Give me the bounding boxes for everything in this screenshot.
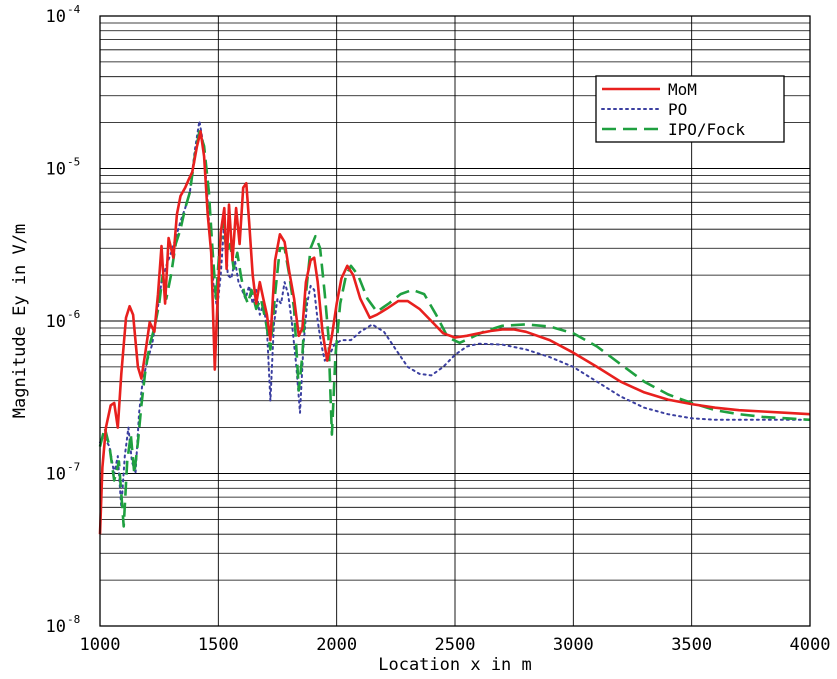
y-tick-exponent: -6 xyxy=(67,308,80,321)
y-tick-exponent: -5 xyxy=(67,156,80,169)
x-tick-label: 3000 xyxy=(553,635,594,655)
y-axis-label: Magnitude Ey in V/m xyxy=(10,224,30,418)
plot-frame xyxy=(99,15,811,627)
x-tick-label: 4000 xyxy=(790,635,831,655)
y-tick-label: 10 xyxy=(46,312,66,332)
legend: MoM PO IPO/Fock xyxy=(595,75,785,143)
x-tick-label: 1500 xyxy=(198,635,239,655)
x-tick-label: 2500 xyxy=(435,635,476,655)
y-tick-label: 10 xyxy=(46,465,66,485)
series-layer xyxy=(98,120,811,535)
legend-label-mom: MoM xyxy=(668,80,697,99)
y-tick-labels: 10-810-710-610-510-4 xyxy=(46,3,81,637)
y-tick-exponent: -4 xyxy=(67,3,81,16)
y-tick-label: 10 xyxy=(46,617,66,637)
x-tick-label: 1000 xyxy=(80,635,121,655)
x-tick-label: 3500 xyxy=(671,635,712,655)
y-tick-label: 10 xyxy=(46,160,66,180)
y-tick-exponent: -8 xyxy=(67,613,80,626)
x-tick-labels: 1000 1500 2000 2500 3000 3500 4000 xyxy=(80,635,831,655)
y-tick-label: 10 xyxy=(46,7,66,27)
y-tick-exponent: -7 xyxy=(67,461,80,474)
x-axis-label: Location x in m xyxy=(378,655,532,675)
x-tick-label: 2000 xyxy=(316,635,357,655)
series-line-mom xyxy=(98,130,811,535)
legend-label-ipo-fock: IPO/Fock xyxy=(668,120,745,139)
legend-label-po: PO xyxy=(668,100,687,119)
